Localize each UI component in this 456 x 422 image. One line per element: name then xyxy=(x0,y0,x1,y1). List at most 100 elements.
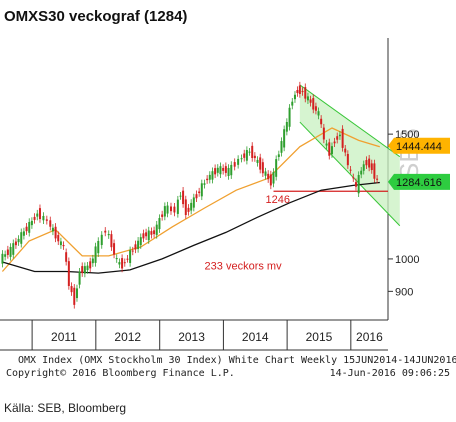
price-candle xyxy=(86,265,89,271)
price-candle xyxy=(285,121,288,132)
price-candle xyxy=(341,128,344,148)
price-tag-label: 1284.616 xyxy=(396,177,442,189)
price-candle xyxy=(251,145,254,158)
price-candle xyxy=(301,91,304,93)
price-candle xyxy=(121,258,124,269)
price-candle xyxy=(4,254,7,257)
x-tick-label: 2011 xyxy=(51,330,77,344)
price-candle xyxy=(328,142,331,156)
trend-channel xyxy=(299,84,400,226)
price-candle xyxy=(277,154,280,157)
price-candle xyxy=(81,266,84,274)
moving-average-233 xyxy=(2,181,380,274)
y-tick-label: 1000 xyxy=(395,254,419,266)
price-candle xyxy=(293,94,296,100)
price-candle xyxy=(104,230,107,233)
price-candle xyxy=(59,241,62,246)
price-candle xyxy=(272,171,275,184)
annotation-233-ma: 233 veckors mv xyxy=(205,260,283,272)
price-candle xyxy=(134,244,137,250)
price-candle xyxy=(306,96,309,101)
footer-timestamp: 14-Jun-2016 09:06:25 xyxy=(330,368,450,379)
price-candle xyxy=(17,238,20,243)
price-candle xyxy=(256,159,259,163)
price-candle xyxy=(192,197,195,208)
price-tag-box xyxy=(388,137,450,154)
price-candle xyxy=(253,155,256,159)
price-candle xyxy=(368,158,371,168)
price-candle xyxy=(153,230,156,235)
price-candle xyxy=(33,216,36,220)
x-tick-label: 2012 xyxy=(114,330,141,344)
price-candle xyxy=(336,136,339,140)
x-tick-label: 2015 xyxy=(306,330,333,344)
price-candle xyxy=(245,150,248,161)
price-candle xyxy=(57,235,60,242)
channel-lower-line xyxy=(299,121,401,227)
price-candle xyxy=(12,243,15,255)
price-candle xyxy=(9,246,12,257)
price-candle xyxy=(333,141,336,144)
price-candle xyxy=(298,85,301,94)
chart-title: OMXS30 veckograf (1284) xyxy=(4,8,188,25)
price-candle xyxy=(25,226,28,232)
price-candle xyxy=(28,221,31,233)
price-candle xyxy=(365,160,368,166)
price-candle xyxy=(70,286,73,293)
price-candle xyxy=(296,90,299,93)
price-candle xyxy=(190,202,193,211)
price-candle xyxy=(216,167,219,173)
price-candle xyxy=(176,199,179,214)
price-candle xyxy=(36,213,39,217)
price-candle xyxy=(131,250,134,252)
price-candle xyxy=(233,162,236,167)
price-candle xyxy=(158,218,161,230)
price-candle xyxy=(161,214,164,217)
price-candle xyxy=(373,163,376,179)
footer-copyright: Copyright© 2016 Bloomberg Finance L.P. xyxy=(6,368,235,379)
price-candle xyxy=(42,215,45,221)
price-candle xyxy=(14,241,17,246)
price-candle xyxy=(317,111,320,116)
price-candle xyxy=(243,153,246,158)
price-candle xyxy=(51,227,54,232)
price-candle xyxy=(376,178,379,180)
price-candle xyxy=(118,262,121,265)
price-candle xyxy=(322,127,325,140)
price-candle xyxy=(20,232,23,244)
channel-upper-line xyxy=(299,84,401,158)
price-candle xyxy=(248,151,251,153)
price-candle xyxy=(330,146,333,155)
price-candle xyxy=(344,148,347,153)
price-candle xyxy=(142,233,145,239)
price-candle xyxy=(129,250,132,263)
x-tick-label: 2016 xyxy=(356,330,383,344)
price-tag-label: 1444.444 xyxy=(396,141,442,153)
price-candle xyxy=(38,208,41,220)
price-candle xyxy=(338,134,341,137)
price-candle xyxy=(200,183,203,197)
price-candle xyxy=(230,164,233,176)
y-tick-label: 900 xyxy=(395,286,413,298)
price-candle xyxy=(163,206,166,217)
x-tick-label: 2013 xyxy=(178,330,205,344)
price-candle xyxy=(288,107,291,127)
price-candle xyxy=(184,199,187,216)
price-candle xyxy=(283,129,286,148)
price-candle xyxy=(100,234,103,246)
price-candle xyxy=(147,230,150,241)
price-candle xyxy=(269,174,272,186)
price-candle xyxy=(155,224,158,235)
annotation-1246: 1246 xyxy=(266,194,290,206)
price-candle xyxy=(62,245,65,247)
price-candle xyxy=(67,261,70,286)
price-candle xyxy=(320,118,323,125)
price-candle xyxy=(22,231,25,236)
price-candle xyxy=(280,141,283,153)
price-candle xyxy=(123,262,126,264)
price-candle xyxy=(137,240,140,249)
price-candle xyxy=(214,168,217,175)
price-candle xyxy=(182,190,185,205)
price-candle xyxy=(30,220,33,226)
price-candle xyxy=(267,173,270,180)
